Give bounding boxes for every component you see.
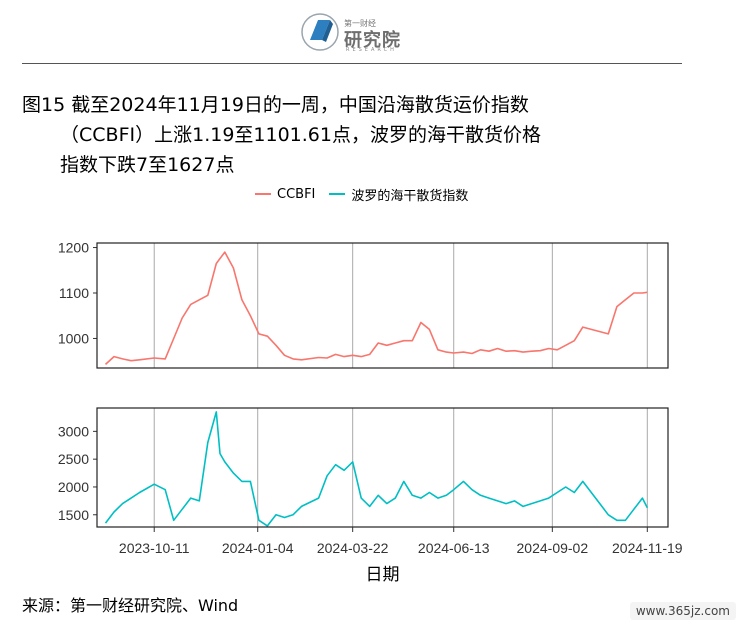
legend-swatch-bdi [329, 193, 346, 195]
series-line-ccbfi [104, 251, 648, 365]
title-line-3: 指数下跌7至1627点 [60, 154, 235, 176]
legend-item-bdi: 波罗的海干散货指数 [329, 185, 468, 204]
legend-label-bdi: 波罗的海干散货指数 [351, 188, 469, 204]
series-line-bdi [104, 411, 649, 527]
title-line-2: （CCBFI）上涨1.19至1101.61点，波罗的海干散货价格 [60, 124, 541, 146]
ytick-label-p1-3: 3000 [58, 423, 89, 439]
ytick-label-p1-1: 2000 [58, 479, 89, 495]
title-line-1: 图15 截至2024年11月19日的一周，中国沿海散货运价指数 [22, 94, 529, 116]
source-note: 来源：第一财经研究院、Wind [22, 596, 239, 615]
xtick-label-4: 2024-09-02 [517, 540, 589, 556]
logo-sub-text: RESEARCH [346, 47, 397, 53]
chart-legend: CCBFI 波罗的海干散货指数 [255, 184, 482, 204]
x-axis-label: 日期 [366, 565, 400, 585]
header-divider [22, 63, 682, 64]
ytick-label-p0-1: 1100 [59, 285, 89, 301]
logo-main-text: 研究院 [344, 30, 401, 51]
legend-label-ccbfi: CCBFI [277, 186, 316, 202]
panel-frame-0 [96, 242, 669, 369]
xtick-label-5: 2024-11-19 [612, 540, 683, 556]
research-logo: 第一财经 研究院 RESEARCH [300, 8, 440, 56]
ytick-label-p0-0: 1000 [58, 330, 89, 346]
ytick-label-p1-2: 2500 [58, 451, 89, 467]
site-watermark: www.365jz.com [629, 602, 736, 620]
legend-item-ccbfi: CCBFI [255, 187, 315, 202]
xtick-label-3: 2024-06-13 [418, 540, 490, 556]
figure-title: 图15 截至2024年11月19日的一周，中国沿海散货运价指数 （CCBFI）上… [22, 90, 672, 180]
ytick-label-p1-0: 1500 [58, 507, 89, 523]
xtick-label-0: 2023-10-11 [119, 540, 190, 556]
ytick-label-p0-2: 1200 [58, 240, 89, 256]
logo-top-text: 第一财经 [344, 19, 376, 28]
legend-swatch-ccbfi [255, 193, 271, 195]
logo-mark-icon [301, 13, 339, 51]
panel-frame-1 [96, 407, 669, 528]
xtick-label-2: 2024-03-22 [317, 540, 389, 556]
xtick-label-1: 2024-01-04 [222, 540, 294, 556]
